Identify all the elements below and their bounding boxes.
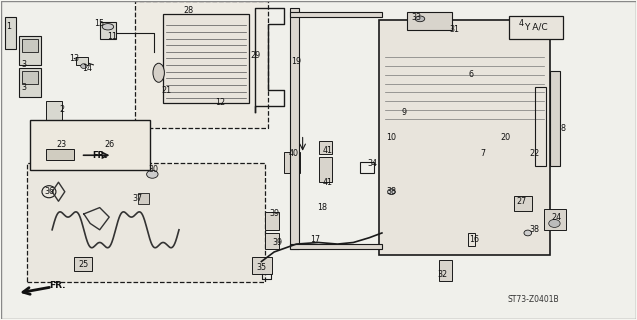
Text: 12: 12	[215, 99, 225, 108]
Bar	[379, 20, 550, 255]
Bar	[290, 244, 382, 249]
Text: 40: 40	[288, 149, 298, 158]
Text: 17: 17	[310, 235, 320, 244]
Text: 36: 36	[44, 187, 54, 196]
Bar	[22, 71, 38, 84]
Text: 27: 27	[517, 197, 527, 206]
Text: FR.: FR.	[92, 151, 108, 160]
Bar	[57, 120, 60, 123]
Bar	[284, 152, 300, 173]
Bar	[138, 193, 149, 204]
Text: 8: 8	[560, 124, 565, 133]
Bar	[264, 212, 278, 230]
Text: 28: 28	[183, 6, 194, 15]
Bar	[100, 22, 115, 39]
Bar	[52, 120, 55, 123]
Text: 34: 34	[368, 159, 377, 168]
Bar	[75, 257, 92, 271]
Text: 21: 21	[161, 86, 171, 95]
Bar	[46, 149, 75, 160]
Text: 15: 15	[95, 19, 104, 28]
Bar	[76, 57, 88, 65]
Bar	[468, 233, 475, 246]
Ellipse shape	[153, 63, 164, 82]
Text: 22: 22	[529, 149, 540, 158]
Text: 7: 7	[481, 149, 486, 158]
Bar	[509, 16, 562, 39]
Text: 41: 41	[323, 146, 333, 155]
Bar	[318, 141, 333, 154]
Ellipse shape	[147, 170, 158, 178]
Text: 20: 20	[501, 133, 511, 142]
Ellipse shape	[524, 230, 532, 236]
Text: 41: 41	[323, 178, 333, 187]
Text: 2: 2	[59, 105, 64, 114]
Ellipse shape	[548, 220, 560, 228]
Text: 26: 26	[104, 140, 114, 148]
Text: 38: 38	[387, 187, 396, 196]
Bar	[48, 120, 51, 123]
Text: Y A/C: Y A/C	[524, 23, 547, 32]
Text: 25: 25	[79, 260, 89, 269]
Text: 24: 24	[551, 212, 561, 222]
Text: 3: 3	[21, 60, 26, 69]
Ellipse shape	[81, 64, 87, 68]
Ellipse shape	[102, 24, 113, 30]
Bar	[4, 17, 16, 49]
Bar	[318, 157, 333, 182]
Text: 31: 31	[450, 25, 460, 35]
Bar	[360, 162, 374, 173]
Bar	[543, 209, 566, 230]
Text: 13: 13	[69, 54, 80, 63]
Text: 33: 33	[412, 13, 422, 22]
Text: 9: 9	[401, 108, 406, 117]
Text: 10: 10	[387, 133, 396, 142]
Text: 37: 37	[132, 194, 143, 203]
Text: 38: 38	[529, 225, 539, 234]
Bar	[264, 233, 278, 249]
Bar	[22, 39, 38, 52]
Text: 30: 30	[148, 165, 159, 174]
Ellipse shape	[388, 189, 395, 195]
Text: 39: 39	[269, 209, 279, 219]
Text: 6: 6	[468, 70, 473, 79]
Text: 39: 39	[272, 238, 282, 247]
Text: 23: 23	[57, 140, 67, 148]
Bar	[19, 36, 41, 65]
Text: 1: 1	[6, 22, 11, 31]
Text: 11: 11	[108, 32, 117, 41]
Bar	[163, 14, 248, 103]
Text: 4: 4	[519, 19, 524, 28]
Bar	[134, 1, 268, 128]
Bar	[290, 12, 382, 17]
Text: FR.: FR.	[49, 281, 66, 290]
Text: 35: 35	[256, 263, 266, 272]
Bar	[407, 12, 452, 30]
Bar	[550, 71, 559, 166]
Ellipse shape	[415, 16, 425, 22]
Text: 18: 18	[317, 203, 327, 212]
Bar	[30, 120, 150, 170]
Bar	[252, 257, 272, 274]
Bar	[46, 101, 62, 122]
Text: 3: 3	[21, 83, 26, 92]
Text: 16: 16	[469, 235, 479, 244]
Bar	[27, 163, 264, 282]
Bar	[439, 260, 452, 281]
Bar	[19, 68, 41, 97]
Text: 32: 32	[437, 270, 447, 279]
Text: 19: 19	[291, 57, 301, 66]
Bar	[514, 196, 532, 211]
Bar	[536, 87, 545, 166]
Text: 14: 14	[82, 63, 92, 73]
Text: ST73-Z0401B: ST73-Z0401B	[508, 295, 559, 304]
Bar	[290, 8, 299, 249]
Text: 29: 29	[250, 51, 260, 60]
